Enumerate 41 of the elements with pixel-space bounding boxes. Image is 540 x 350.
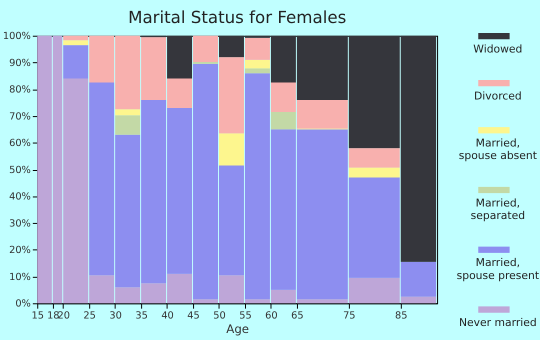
y-tick-label: 50% [9,164,31,176]
bar [63,45,88,79]
x-tick-label: 55 [239,310,252,322]
x-axis-title: Age [226,322,250,336]
x-tick-label: 75 [343,310,356,322]
legend-label: Widowed [473,42,522,56]
y-tick-label: 0% [15,298,31,310]
y-tick-label: 100% [2,31,31,42]
bar [63,40,88,46]
y-tick-label: 90% [9,58,31,69]
x-tick-label: 60 [265,310,278,322]
y-tick-label: 60% [9,138,31,150]
x-tick-label: 45 [187,310,200,322]
x-tick-label: 18 [47,310,60,322]
y-tick-label: 70% [9,111,31,122]
bar [270,112,296,130]
y-tick-label: 10% [9,272,31,283]
x-tick-label: 15 [31,310,44,322]
bar [218,133,244,166]
legend-label: Married, spouse present [456,256,540,282]
x-tick-label: 25 [83,310,96,322]
bar [115,115,140,135]
x-tick-label: 35 [135,310,148,322]
x-tick-label: 20 [57,310,70,322]
bar [244,60,270,68]
legend-label: Never married [459,316,537,329]
y-tick-label: 30% [9,218,31,230]
legend-label: Married, spouse absent [458,136,537,162]
y-tick-label: 80% [9,84,31,96]
x-tick-label: 30 [109,310,122,322]
bar [115,109,140,116]
y-tick-label: 40% [9,192,31,203]
y-tick-label: 20% [9,245,31,256]
chart-title: Marital Status for Females [128,8,346,27]
x-tick-label: 65 [291,310,304,322]
x-tick-label: 40 [161,310,174,322]
bar [244,68,270,74]
x-tick-label: 50 [213,310,226,322]
legend-label: Married, separated [470,196,526,222]
x-tick-label: 85 [395,310,408,322]
legend-label: Divorced [474,89,522,102]
